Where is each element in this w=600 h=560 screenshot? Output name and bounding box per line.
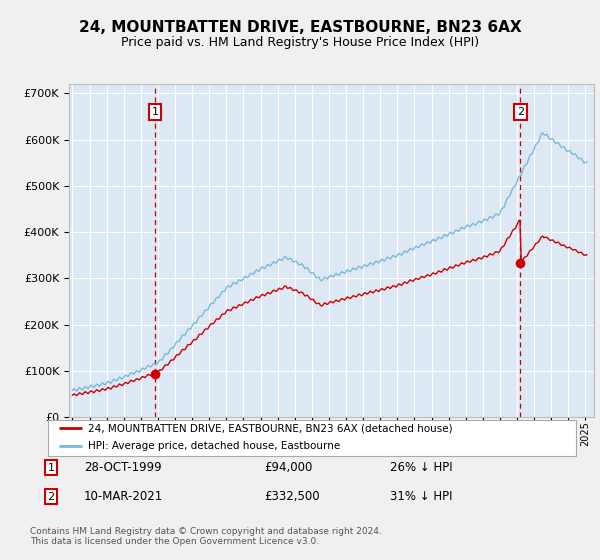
Text: 10-MAR-2021: 10-MAR-2021 [84, 490, 163, 503]
Text: £332,500: £332,500 [264, 490, 320, 503]
Text: £94,000: £94,000 [264, 461, 313, 474]
Text: 28-OCT-1999: 28-OCT-1999 [84, 461, 161, 474]
Text: 2: 2 [47, 492, 55, 502]
Text: 31% ↓ HPI: 31% ↓ HPI [390, 490, 452, 503]
Text: 1: 1 [151, 107, 158, 117]
Text: HPI: Average price, detached house, Eastbourne: HPI: Average price, detached house, East… [88, 441, 340, 451]
Text: Contains HM Land Registry data © Crown copyright and database right 2024.
This d: Contains HM Land Registry data © Crown c… [30, 526, 382, 546]
Text: 1: 1 [47, 463, 55, 473]
Text: 26% ↓ HPI: 26% ↓ HPI [390, 461, 452, 474]
Text: 24, MOUNTBATTEN DRIVE, EASTBOURNE, BN23 6AX (detached house): 24, MOUNTBATTEN DRIVE, EASTBOURNE, BN23 … [88, 423, 452, 433]
Text: Price paid vs. HM Land Registry's House Price Index (HPI): Price paid vs. HM Land Registry's House … [121, 36, 479, 49]
Text: 24, MOUNTBATTEN DRIVE, EASTBOURNE, BN23 6AX: 24, MOUNTBATTEN DRIVE, EASTBOURNE, BN23 … [79, 20, 521, 35]
Text: 2: 2 [517, 107, 524, 117]
